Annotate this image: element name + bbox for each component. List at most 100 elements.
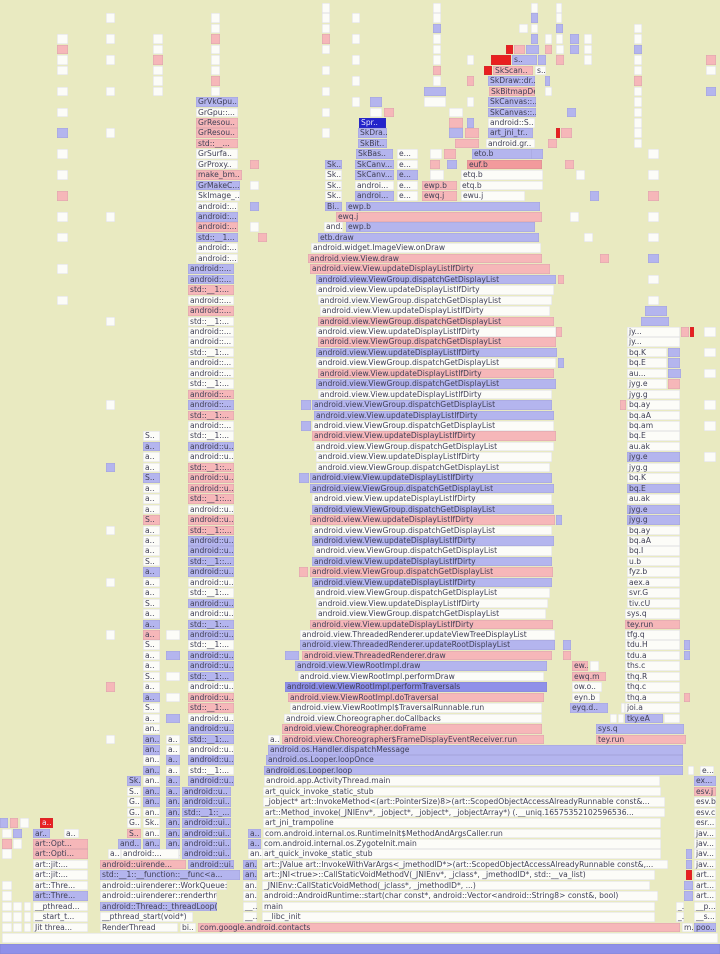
flame-frame-fragment[interactable]	[449, 107, 463, 118]
flame-frame[interactable]: an..	[248, 849, 263, 860]
flame-frame-fragment[interactable]	[634, 76, 642, 86]
flame-frame-fragment[interactable]	[166, 713, 180, 724]
flame-frame[interactable]: android.view.View.updateDisplayListIfDir…	[316, 285, 554, 295]
flame-frame[interactable]: esv.c	[694, 807, 716, 818]
flame-frame[interactable]: art::Thre...	[33, 880, 88, 891]
flame-frame-fragment[interactable]	[106, 734, 115, 745]
flame-frame-fragment[interactable]	[211, 65, 220, 76]
flame-frame-fragment[interactable]	[13, 901, 22, 912]
flame-frame[interactable]: a..	[143, 494, 160, 504]
flame-frame[interactable]: std::__1::...	[188, 494, 234, 504]
flame-frame[interactable]: std::__1:...	[188, 379, 234, 389]
flame-frame-fragment[interactable]	[153, 65, 163, 76]
flame-frame[interactable]: a..	[143, 630, 160, 640]
flame-frame[interactable]: android::u...	[188, 609, 234, 619]
flame-frame[interactable]: android.view.ViewGroup.dispatchGetDispla…	[316, 379, 556, 389]
flame-frame-fragment[interactable]	[106, 212, 115, 222]
flame-frame-fragment[interactable]	[449, 117, 463, 128]
flame-frame[interactable]: android.os.Handler.dispatchMessage	[268, 744, 683, 755]
flame-frame-fragment[interactable]	[370, 107, 382, 118]
flame-frame-fragment[interactable]	[211, 86, 220, 97]
flame-frame[interactable]: android.view.View.updateDisplayListIfDir…	[318, 389, 552, 400]
flame-frame[interactable]: eyn.b	[572, 692, 600, 703]
flame-frame[interactable]: bq.E	[627, 431, 680, 442]
flame-frame[interactable]: __libc_init	[262, 912, 655, 922]
flame-frame[interactable]: android::...	[188, 274, 234, 285]
flame-frame[interactable]: ewp.b	[422, 180, 457, 191]
flame-frame[interactable]: sys.q	[596, 724, 684, 734]
flame-frame-fragment[interactable]	[13, 922, 22, 933]
flame-frame-fragment[interactable]	[556, 3, 562, 13]
flame-frame-fragment[interactable]	[57, 44, 68, 55]
flame-frame[interactable]: bq.E	[627, 483, 680, 494]
flame-frame[interactable]: e...	[397, 191, 418, 201]
flame-frame[interactable]: art::JNI<true>::CallStaticVoidMethodV(_J…	[262, 870, 655, 880]
flame-frame-fragment[interactable]	[322, 34, 330, 44]
flame-frame-fragment[interactable]	[2, 828, 12, 839]
flame-frame[interactable]: android::u...	[188, 483, 234, 494]
flame-frame[interactable]: a..	[143, 567, 160, 577]
flame-frame[interactable]: e...	[397, 170, 418, 180]
flame-frame[interactable]: android.view.ViewRootImpl.performDraw	[298, 671, 544, 682]
flame-frame-fragment[interactable]	[514, 44, 525, 55]
flame-frame-fragment[interactable]	[545, 44, 552, 55]
flame-frame[interactable]: _..	[676, 901, 684, 912]
flame-frame[interactable]: bq.aA	[627, 410, 680, 421]
flame-frame-fragment[interactable]	[352, 55, 360, 65]
flame-frame-fragment[interactable]	[166, 650, 180, 661]
flame-frame-fragment[interactable]	[322, 13, 330, 24]
flame-frame[interactable]: android.view.View.updateDisplayListIfDir…	[320, 306, 550, 316]
flame-frame-fragment[interactable]	[506, 44, 513, 55]
flame-frame-fragment[interactable]	[57, 34, 68, 44]
flame-frame-fragment[interactable]	[556, 128, 560, 138]
flame-frame-fragment[interactable]	[166, 671, 180, 682]
flame-frame-fragment[interactable]	[558, 358, 564, 368]
flame-frame[interactable]: jav...	[694, 828, 716, 839]
flame-frame[interactable]: ewp.b	[346, 201, 540, 212]
flame-frame[interactable]: an..	[243, 880, 257, 891]
flame-frame-fragment[interactable]	[668, 347, 680, 358]
flame-frame[interactable]: and..	[118, 839, 141, 849]
flame-frame-fragment[interactable]	[322, 3, 330, 13]
flame-frame[interactable]: ar..	[33, 828, 50, 839]
flame-frame[interactable]: android.view.View.updateDisplayListIfDir…	[312, 494, 552, 504]
flame-frame[interactable]: android::u...	[188, 630, 234, 640]
flame-frame-fragment[interactable]	[2, 880, 12, 891]
flame-frame[interactable]: a..	[143, 483, 160, 494]
flame-frame-fragment[interactable]	[57, 170, 68, 180]
flame-frame[interactable]: jav...	[694, 849, 716, 860]
flame-frame[interactable]: e...	[397, 149, 418, 159]
flame-frame-fragment[interactable]	[620, 400, 626, 410]
flame-frame-fragment[interactable]	[556, 326, 562, 337]
flame-frame-fragment[interactable]	[704, 326, 716, 337]
flame-frame-fragment[interactable]	[370, 97, 382, 107]
flame-frame-fragment[interactable]	[2, 933, 718, 943]
flame-frame[interactable]: an..	[166, 797, 180, 807]
flame-frame-fragment[interactable]	[0, 818, 8, 828]
flame-frame-fragment[interactable]	[706, 65, 716, 76]
flame-frame-fragment[interactable]	[584, 44, 592, 55]
flame-frame[interactable]: a..	[143, 609, 160, 619]
flame-frame-fragment[interactable]	[634, 117, 642, 128]
flame-frame-fragment[interactable]	[106, 630, 115, 640]
flame-frame[interactable]: android.view.ViewGroup.dispatchGetDispla…	[318, 337, 556, 347]
flame-frame[interactable]: android.view.Choreographer.doFrame	[282, 724, 542, 734]
flame-frame[interactable]: android::u...	[188, 776, 234, 786]
flame-frame-fragment[interactable]	[634, 44, 642, 55]
flame-frame-fragment[interactable]	[556, 13, 562, 24]
flame-frame[interactable]: tfg.q	[625, 630, 680, 640]
flame-frame-fragment[interactable]	[322, 65, 330, 76]
flame-frame[interactable]: android::u...	[188, 755, 234, 765]
flame-frame[interactable]: std::__...	[196, 138, 238, 149]
flame-frame[interactable]: android::u...	[188, 598, 234, 609]
flame-frame-fragment[interactable]	[449, 128, 463, 138]
flame-frame[interactable]: thq.a	[625, 692, 680, 703]
flame-frame-fragment[interactable]	[556, 23, 563, 34]
flame-frame[interactable]: etb.draw	[318, 232, 539, 243]
flame-frame[interactable]: android.view.View.updateDisplayListIfDir…	[312, 577, 552, 588]
flame-frame[interactable]: android.view.ViewGroup.dispatchGetDispla…	[312, 421, 554, 431]
flame-frame[interactable]: jyg.g	[627, 389, 680, 400]
flame-frame[interactable]: etq.b	[460, 180, 543, 191]
flame-frame[interactable]: android.view.View.updateDisplayListIfDir…	[310, 515, 555, 525]
flame-frame[interactable]: a..	[143, 535, 160, 546]
